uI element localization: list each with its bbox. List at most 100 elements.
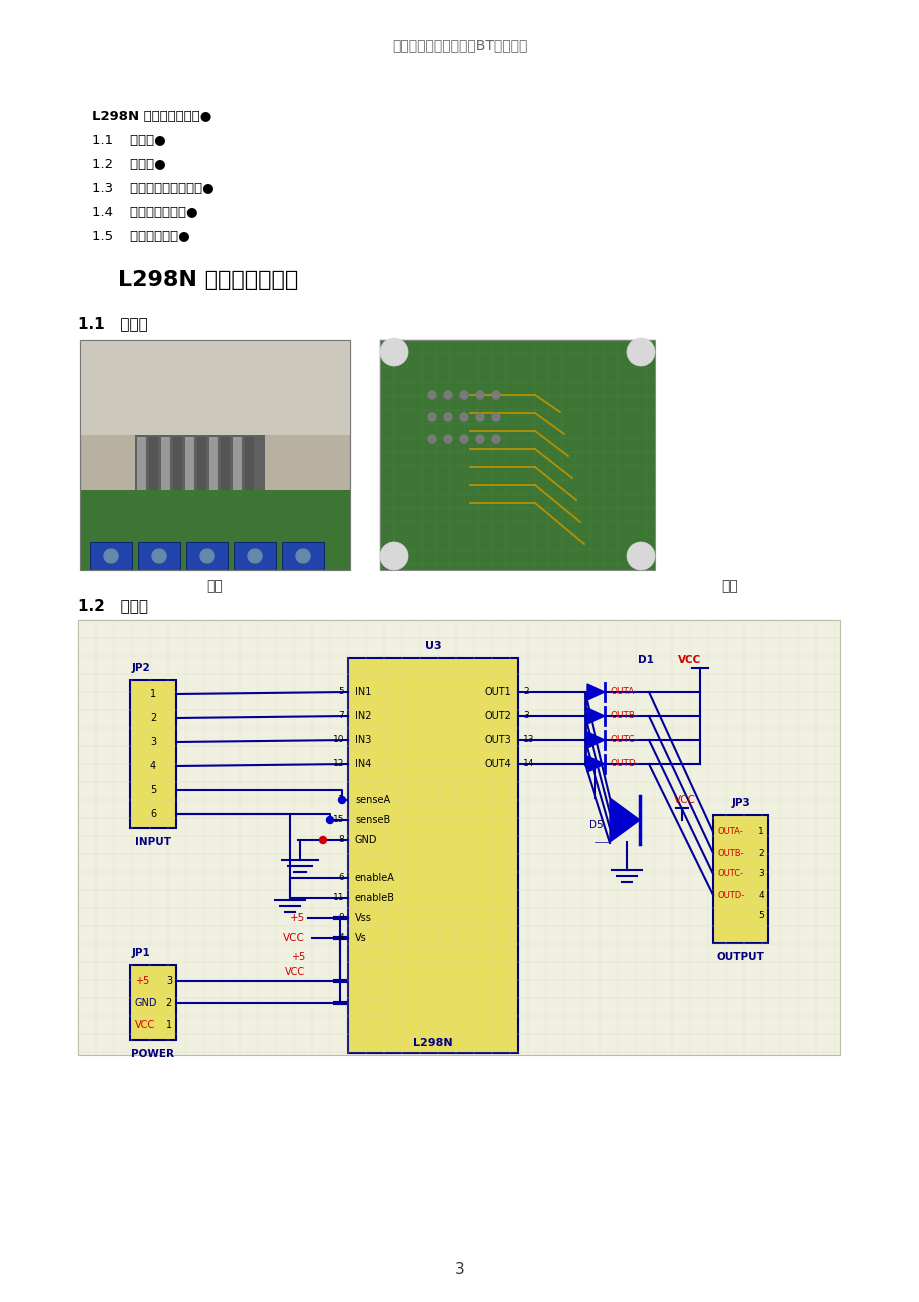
Text: 1.3    各种电机实物接线图●: 1.3 各种电机实物接线图● (92, 182, 213, 195)
Text: 11: 11 (332, 893, 344, 902)
Text: OUT3: OUT3 (483, 736, 510, 745)
Circle shape (460, 391, 468, 398)
Circle shape (460, 435, 468, 443)
Circle shape (326, 816, 334, 823)
Text: INPUT: INPUT (135, 837, 171, 848)
Text: OUTC-: OUTC- (610, 736, 638, 745)
Text: 2: 2 (522, 687, 528, 697)
Text: 3: 3 (165, 976, 172, 986)
Circle shape (427, 435, 436, 443)
Text: OUTB-: OUTB- (717, 849, 743, 858)
Circle shape (248, 549, 262, 562)
Bar (197, 437, 206, 525)
Bar (149, 437, 158, 525)
Text: 5: 5 (338, 687, 344, 697)
Text: 3: 3 (757, 870, 763, 879)
Text: senseB: senseB (355, 815, 390, 825)
Text: OUTB-: OUTB- (610, 711, 639, 720)
Text: OUT2: OUT2 (483, 711, 510, 721)
Text: IN2: IN2 (355, 711, 371, 721)
Text: OUT4: OUT4 (483, 759, 510, 769)
Text: L298N: L298N (413, 1038, 452, 1048)
Text: 2: 2 (150, 713, 156, 723)
Text: OUTA-: OUTA- (717, 828, 743, 836)
Bar (90, 542, 131, 570)
Text: 9: 9 (338, 914, 344, 923)
Bar (712, 815, 767, 943)
Text: enableA: enableA (355, 874, 394, 883)
Text: Vss: Vss (355, 913, 371, 923)
Text: 正面: 正面 (207, 579, 223, 592)
Bar (380, 340, 654, 570)
Text: Vs: Vs (355, 934, 367, 943)
Text: 12: 12 (333, 759, 344, 768)
Bar (80, 340, 349, 570)
Text: +5: +5 (289, 913, 305, 923)
Text: VCC: VCC (135, 1019, 155, 1030)
Text: 4: 4 (757, 891, 763, 900)
Text: 6: 6 (150, 809, 156, 819)
Circle shape (380, 542, 407, 570)
Bar (233, 437, 242, 525)
Text: GND: GND (135, 999, 157, 1008)
Circle shape (380, 339, 407, 366)
Text: U3: U3 (425, 641, 441, 651)
Bar (137, 437, 146, 525)
Text: 5: 5 (150, 785, 156, 796)
Text: D1: D1 (637, 655, 653, 665)
Text: 5: 5 (757, 911, 763, 921)
Text: 人人为我，我为人人，BT分享快乐: 人人为我，我为人人，BT分享快乐 (391, 38, 528, 52)
Text: 3: 3 (150, 737, 156, 747)
Circle shape (475, 413, 483, 421)
Text: 1: 1 (757, 828, 763, 836)
Bar (80, 340, 349, 570)
Bar (233, 542, 276, 570)
Text: 1: 1 (165, 1019, 172, 1030)
Text: 14: 14 (522, 759, 534, 768)
Polygon shape (586, 708, 605, 724)
Polygon shape (586, 732, 605, 749)
Polygon shape (609, 798, 640, 842)
Text: 1.4    各种电机原理图●: 1.4 各种电机原理图● (92, 206, 198, 219)
Text: 4: 4 (338, 934, 344, 943)
Circle shape (427, 413, 436, 421)
Bar (80, 490, 349, 570)
Text: 1.1   实物图: 1.1 实物图 (78, 316, 148, 331)
Text: VCC: VCC (285, 967, 305, 976)
Bar (173, 437, 182, 525)
Text: IN3: IN3 (355, 736, 371, 745)
Bar (130, 965, 176, 1040)
Text: 1.2    原理图●: 1.2 原理图● (92, 158, 165, 171)
Text: 6: 6 (338, 874, 344, 883)
Text: JP2: JP2 (131, 663, 151, 673)
Text: 3: 3 (522, 711, 528, 720)
Circle shape (492, 391, 499, 398)
Bar (138, 542, 180, 570)
Text: OUTD-: OUTD- (610, 759, 640, 768)
Text: +5: +5 (135, 976, 149, 986)
Text: 背面: 背面 (720, 579, 738, 592)
Text: 7: 7 (338, 711, 344, 720)
Text: 3: 3 (455, 1263, 464, 1277)
Bar (78, 620, 839, 1055)
Text: 4: 4 (150, 760, 156, 771)
Text: L298N 电机驱动模块图: L298N 电机驱动模块图 (118, 270, 298, 290)
Text: VCC: VCC (677, 655, 700, 665)
Text: IN4: IN4 (355, 759, 371, 769)
Circle shape (492, 435, 499, 443)
Text: POWER: POWER (131, 1049, 175, 1059)
Text: 1.2   原理图: 1.2 原理图 (78, 598, 148, 613)
Circle shape (338, 797, 346, 803)
Circle shape (104, 549, 118, 562)
Bar (221, 437, 230, 525)
Bar (161, 437, 170, 525)
Text: +5: +5 (290, 952, 305, 962)
Text: JP3: JP3 (731, 798, 749, 809)
Text: 1: 1 (338, 796, 344, 805)
Circle shape (199, 549, 214, 562)
Text: enableB: enableB (355, 893, 394, 904)
Bar (347, 658, 517, 1053)
Bar (186, 542, 228, 570)
Bar (282, 542, 323, 570)
Text: OUTC-: OUTC- (717, 870, 743, 879)
